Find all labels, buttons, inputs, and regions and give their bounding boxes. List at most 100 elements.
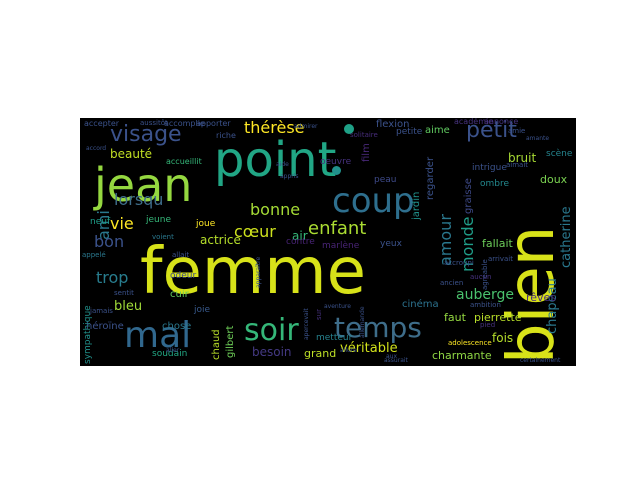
- word: metteur: [316, 333, 353, 343]
- word: fois: [492, 331, 514, 345]
- word: admirer: [294, 123, 318, 130]
- word: catherine: [559, 206, 574, 268]
- word: joue: [196, 219, 216, 229]
- word: intrigue: [472, 163, 507, 173]
- word: besoin: [252, 345, 292, 359]
- word: pierrette: [474, 311, 522, 324]
- word: apercevait: [303, 308, 310, 340]
- word: jardin: [411, 191, 422, 220]
- word: auberge: [456, 287, 514, 303]
- word: gilbert: [225, 325, 236, 358]
- word: cuir: [170, 289, 189, 300]
- word: héroïne: [86, 321, 124, 332]
- word: riche: [216, 131, 236, 140]
- word: aucun: [470, 273, 492, 281]
- word: mal: [124, 315, 192, 356]
- word: ombre: [480, 179, 510, 189]
- word: aller: [166, 347, 180, 354]
- word: accord: [86, 145, 107, 152]
- word: jean: [94, 158, 193, 212]
- word: contre: [286, 237, 315, 247]
- word: adolescence: [448, 339, 492, 347]
- word: jeune: [146, 215, 171, 225]
- word: aide: [276, 161, 289, 168]
- word: amie: [508, 127, 526, 135]
- word: temps: [334, 311, 422, 344]
- word: accepter: [84, 119, 120, 128]
- word: trop: [96, 268, 129, 287]
- word: faut: [444, 311, 466, 324]
- word: chapeau: [545, 278, 560, 334]
- word: femme: [140, 235, 366, 309]
- word: film: [361, 143, 372, 162]
- word: allure: [340, 347, 357, 354]
- word: petite: [396, 127, 423, 137]
- word: appris: [280, 173, 299, 180]
- word: assurait: [384, 357, 408, 364]
- word: soir: [244, 313, 299, 348]
- word: chaud: [211, 329, 222, 360]
- word: visage: [110, 122, 182, 147]
- word: aimait: [506, 161, 529, 169]
- word: allemande: [359, 306, 366, 338]
- word: point: [214, 132, 337, 188]
- word: bruit: [508, 151, 537, 165]
- word: sentit: [114, 289, 134, 297]
- dot: [344, 124, 354, 134]
- word: accueillit: [166, 157, 202, 166]
- word: chose: [162, 321, 192, 332]
- word: appelé: [82, 251, 106, 259]
- word: grand: [304, 347, 337, 360]
- dot: [332, 166, 341, 175]
- word: joie: [194, 305, 211, 315]
- word: petit: [466, 118, 517, 143]
- word: aventure: [324, 303, 351, 310]
- word: neuf: [90, 217, 111, 227]
- word: air: [292, 229, 308, 243]
- word: annonce: [484, 118, 519, 126]
- word: arrivait: [488, 255, 513, 263]
- word: accomplie: [164, 119, 205, 128]
- word: aime: [425, 125, 450, 136]
- word: aussitôt: [140, 119, 168, 127]
- word: yeux: [380, 239, 402, 249]
- word: sur: [315, 309, 323, 320]
- word: pied: [480, 321, 496, 329]
- word: voient: [152, 233, 174, 241]
- word: lorsqu: [114, 190, 164, 209]
- word: bonne: [250, 200, 301, 219]
- word: fallait: [482, 237, 513, 250]
- word: apparaître: [255, 256, 262, 288]
- word: amante: [526, 135, 550, 142]
- word: allait: [172, 251, 190, 259]
- word: marlène: [322, 241, 360, 251]
- word: enfant: [308, 218, 367, 239]
- word: actrice: [200, 233, 241, 247]
- word: charmante: [432, 349, 492, 362]
- word: académie: [454, 118, 494, 126]
- word: bon: [94, 232, 125, 251]
- word: accroupi: [444, 259, 474, 267]
- word: coup: [332, 181, 415, 221]
- word: beauté: [110, 147, 153, 161]
- word: flexion: [376, 119, 410, 130]
- word: ancien: [440, 279, 464, 287]
- word: jamais: [90, 307, 113, 315]
- word: solitaire: [350, 131, 378, 139]
- word: apporter: [196, 119, 231, 128]
- word: ambition: [470, 301, 501, 309]
- word: oeuvre: [320, 157, 352, 167]
- word: peau: [374, 175, 397, 185]
- word: bleu: [114, 299, 143, 314]
- word: thérèse: [244, 118, 305, 137]
- word: cœur: [234, 222, 276, 241]
- word: cinéma: [402, 299, 439, 310]
- word-cloud: femme point bien jean coup mal soir temp…: [80, 118, 576, 366]
- word: vie: [110, 214, 134, 233]
- word: soudain: [152, 349, 188, 359]
- word: graisse: [463, 178, 474, 214]
- word: rêves: [526, 291, 557, 304]
- word: certainement: [520, 357, 561, 364]
- word: regarder: [425, 156, 436, 200]
- word: doux: [540, 173, 568, 186]
